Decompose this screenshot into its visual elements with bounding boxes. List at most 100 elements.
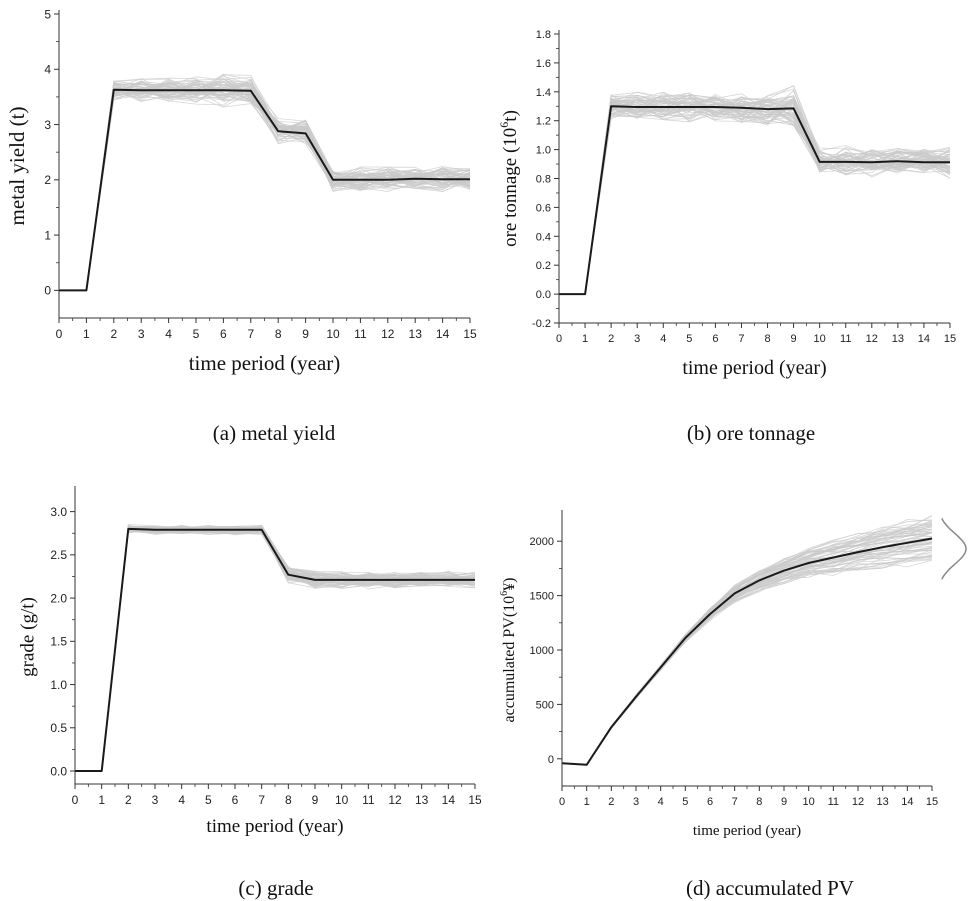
simulation-line — [584, 100, 951, 295]
simulation-line — [584, 99, 951, 295]
simulation-line — [584, 100, 951, 295]
x-tick-label: 9 — [791, 333, 797, 345]
simulation-line — [584, 98, 951, 295]
simulation-line — [561, 543, 933, 766]
simulation-line — [561, 540, 933, 766]
simulation-line — [101, 524, 476, 772]
simulation-line — [101, 526, 475, 772]
y-tick-label: 1.0 — [50, 678, 67, 692]
x-tick-label: 3 — [138, 327, 145, 341]
x-tick-label: 14 — [901, 796, 913, 808]
x-tick-label: 13 — [877, 796, 889, 808]
simulation-line — [101, 527, 476, 772]
x-tick-label: 7 — [732, 796, 738, 808]
simulation-line — [101, 526, 476, 772]
x-tick-label: 7 — [258, 793, 265, 807]
simulation-line — [101, 526, 476, 772]
x-tick-label: 10 — [803, 796, 815, 808]
simulation-line — [86, 89, 471, 291]
simulation-line — [584, 97, 951, 295]
simulation-line — [561, 514, 933, 766]
simulation-line — [584, 96, 951, 295]
simulation-line — [584, 97, 951, 295]
x-tick-label: 11 — [840, 333, 851, 345]
simulation-line — [101, 525, 476, 772]
simulation-line — [561, 525, 933, 766]
simulation-line — [101, 525, 476, 772]
y-tick-label: 2 — [44, 173, 51, 187]
simulation-line — [561, 526, 933, 766]
simulation-line — [101, 525, 476, 772]
simulation-line — [584, 97, 951, 295]
main-series-line — [59, 88, 470, 292]
simulation-line — [584, 96, 951, 295]
simulation-line — [584, 98, 951, 295]
y-tick-label: 0 — [44, 284, 51, 298]
x-tick-label: 4 — [660, 333, 666, 345]
simulation-line — [101, 527, 476, 772]
simulation-line — [86, 81, 471, 291]
x-tick-label: 2 — [608, 796, 614, 808]
simulation-line — [101, 527, 476, 772]
simulation-line — [584, 97, 951, 295]
simulation-line — [584, 94, 951, 295]
x-tick-label: 4 — [178, 793, 185, 807]
y-tick-label: 2.0 — [50, 591, 67, 605]
y-tick-label: 1.8 — [536, 29, 551, 41]
simulation-line — [584, 96, 951, 295]
simulation-line — [584, 101, 951, 295]
x-tick-label: 0 — [72, 793, 79, 807]
x-tick-label: 14 — [918, 333, 930, 345]
simulation-line — [584, 105, 951, 295]
simulation-line — [584, 96, 951, 295]
simulation-line — [101, 527, 476, 772]
x-tick-label: 15 — [468, 793, 482, 807]
simulation-line — [584, 100, 951, 295]
simulation-line — [584, 100, 951, 295]
x-tick-label: 11 — [362, 793, 375, 807]
caption-d: (d) accumulated PV — [686, 876, 854, 900]
x-tick-label: 10 — [326, 327, 340, 341]
y-tick-label: 0.4 — [536, 231, 551, 243]
y-tick-label: 0.0 — [50, 764, 67, 778]
simulation-line — [561, 542, 933, 766]
simulation-line — [561, 541, 933, 766]
x-tick-label: 9 — [302, 327, 309, 341]
x-tick-label: 12 — [866, 333, 878, 345]
simulation-line — [101, 525, 476, 772]
simulation-line — [101, 525, 476, 772]
simulation-line — [561, 531, 933, 766]
simulation-line — [584, 98, 951, 295]
y-tick-label: 3 — [44, 118, 51, 132]
simulation-line — [101, 526, 476, 772]
simulation-line — [584, 98, 951, 295]
chart-b: 0 1 2 3 4 5 6 7 8 9 10 11 12 13 14 15-0.20.00.20.40.60.… — [497, 29, 956, 379]
simulation-line — [101, 524, 476, 772]
simulation-line — [584, 99, 951, 295]
simulation-line — [584, 103, 951, 295]
simulation-line — [101, 526, 476, 772]
x-tick-label: 3 — [633, 796, 639, 808]
simulation-line — [101, 525, 476, 772]
simulation-line — [86, 83, 471, 291]
x-tick-label: 3 — [634, 333, 640, 345]
simulation-line — [101, 526, 476, 772]
y-tick-label: 0 — [548, 754, 554, 766]
x-axis-title: time period (year) — [189, 351, 341, 375]
x-tick-label: 5 — [686, 333, 692, 345]
x-tick-label: 6 — [232, 793, 239, 807]
simulation-line — [101, 526, 476, 772]
chart-c: 0 1 2 3 4 5 6 7 8 9 10 11 12 13 14 150.00.51.01.52.02.5… — [17, 486, 482, 837]
simulation-line — [584, 97, 951, 295]
simulation-line — [101, 525, 476, 772]
x-tick-label: 4 — [658, 796, 664, 808]
simulation-line — [584, 96, 951, 295]
simulation-line — [101, 527, 476, 772]
simulation-line — [561, 531, 933, 766]
simulation-line — [101, 526, 476, 772]
simulation-line — [101, 527, 476, 772]
simulation-line — [561, 532, 933, 766]
simulation-line — [584, 97, 951, 295]
simulation-line — [101, 526, 476, 772]
